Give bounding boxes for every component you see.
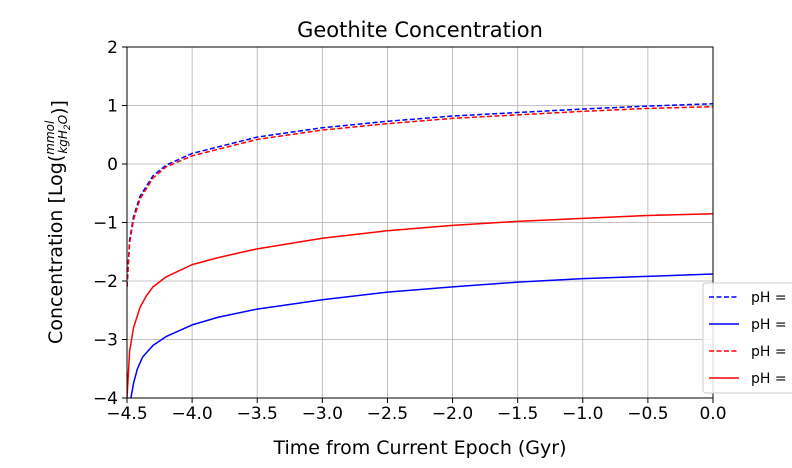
legend: pH = pH = pH = pH = <box>702 282 792 394</box>
svg-text:Concentration [Log(mmolkgH2O)]: Concentration [Log(mmolkgH2O)] <box>43 100 73 344</box>
series-line-3 <box>127 105 713 287</box>
legend-label-1: pH = <box>751 290 787 306</box>
legend-label-3: pH = <box>751 344 787 360</box>
plot-area <box>127 103 713 398</box>
y-axis-label-den-sub: 2 <box>63 124 73 130</box>
series-line-1 <box>127 103 713 287</box>
y-tick-label: 0 <box>107 155 118 175</box>
x-tick-label: −1.0 <box>562 404 603 424</box>
y-tick-label: −1 <box>93 214 118 234</box>
x-axis: −4.5 −4.0 −3.5 −3.0 −2.5 −2.0 −1.5 −1.0 −0.5 0.0 <box>106 398 727 424</box>
y-tick-label: 1 <box>107 97 118 117</box>
y-axis-label: Concentration [Log(mmolkgH2O)] <box>43 100 73 344</box>
legend-label-2: pH = <box>751 317 787 333</box>
y-axis-label-prefix: Concentration [Log( <box>45 155 67 344</box>
series-line-4 <box>127 212 713 398</box>
x-tick-label: 0.0 <box>699 404 726 424</box>
legend-label-4: pH = <box>751 371 787 387</box>
series-line-2 <box>130 273 713 398</box>
x-axis-label: Time from Current Epoch (Gyr) <box>272 437 566 459</box>
x-tick-label: −2.5 <box>367 404 408 424</box>
x-tick-label: −2.0 <box>432 404 473 424</box>
x-tick-label: −4.0 <box>171 404 212 424</box>
legend-box <box>702 282 792 394</box>
y-tick-label: −2 <box>93 272 118 292</box>
x-tick-label: −0.5 <box>627 404 668 424</box>
x-tick-label: −3.0 <box>302 404 343 424</box>
x-tick-label: −3.5 <box>237 404 278 424</box>
y-axis: −4 −3 −2 −1 0 1 2 <box>93 38 127 409</box>
y-tick-label: −3 <box>93 331 118 351</box>
chart-title: Geothite Concentration <box>297 18 543 42</box>
y-axis-label-suffix: )] <box>48 100 70 115</box>
y-axis-label-den-post: O <box>56 115 70 124</box>
y-axis-label-den-pre: kgH <box>56 130 70 154</box>
y-axis-label-num: mmol <box>43 120 57 155</box>
y-tick-label: 2 <box>107 38 118 58</box>
x-tick-label: −4.5 <box>106 404 147 424</box>
y-tick-label: −4 <box>93 389 118 409</box>
x-tick-label: −1.5 <box>497 404 538 424</box>
